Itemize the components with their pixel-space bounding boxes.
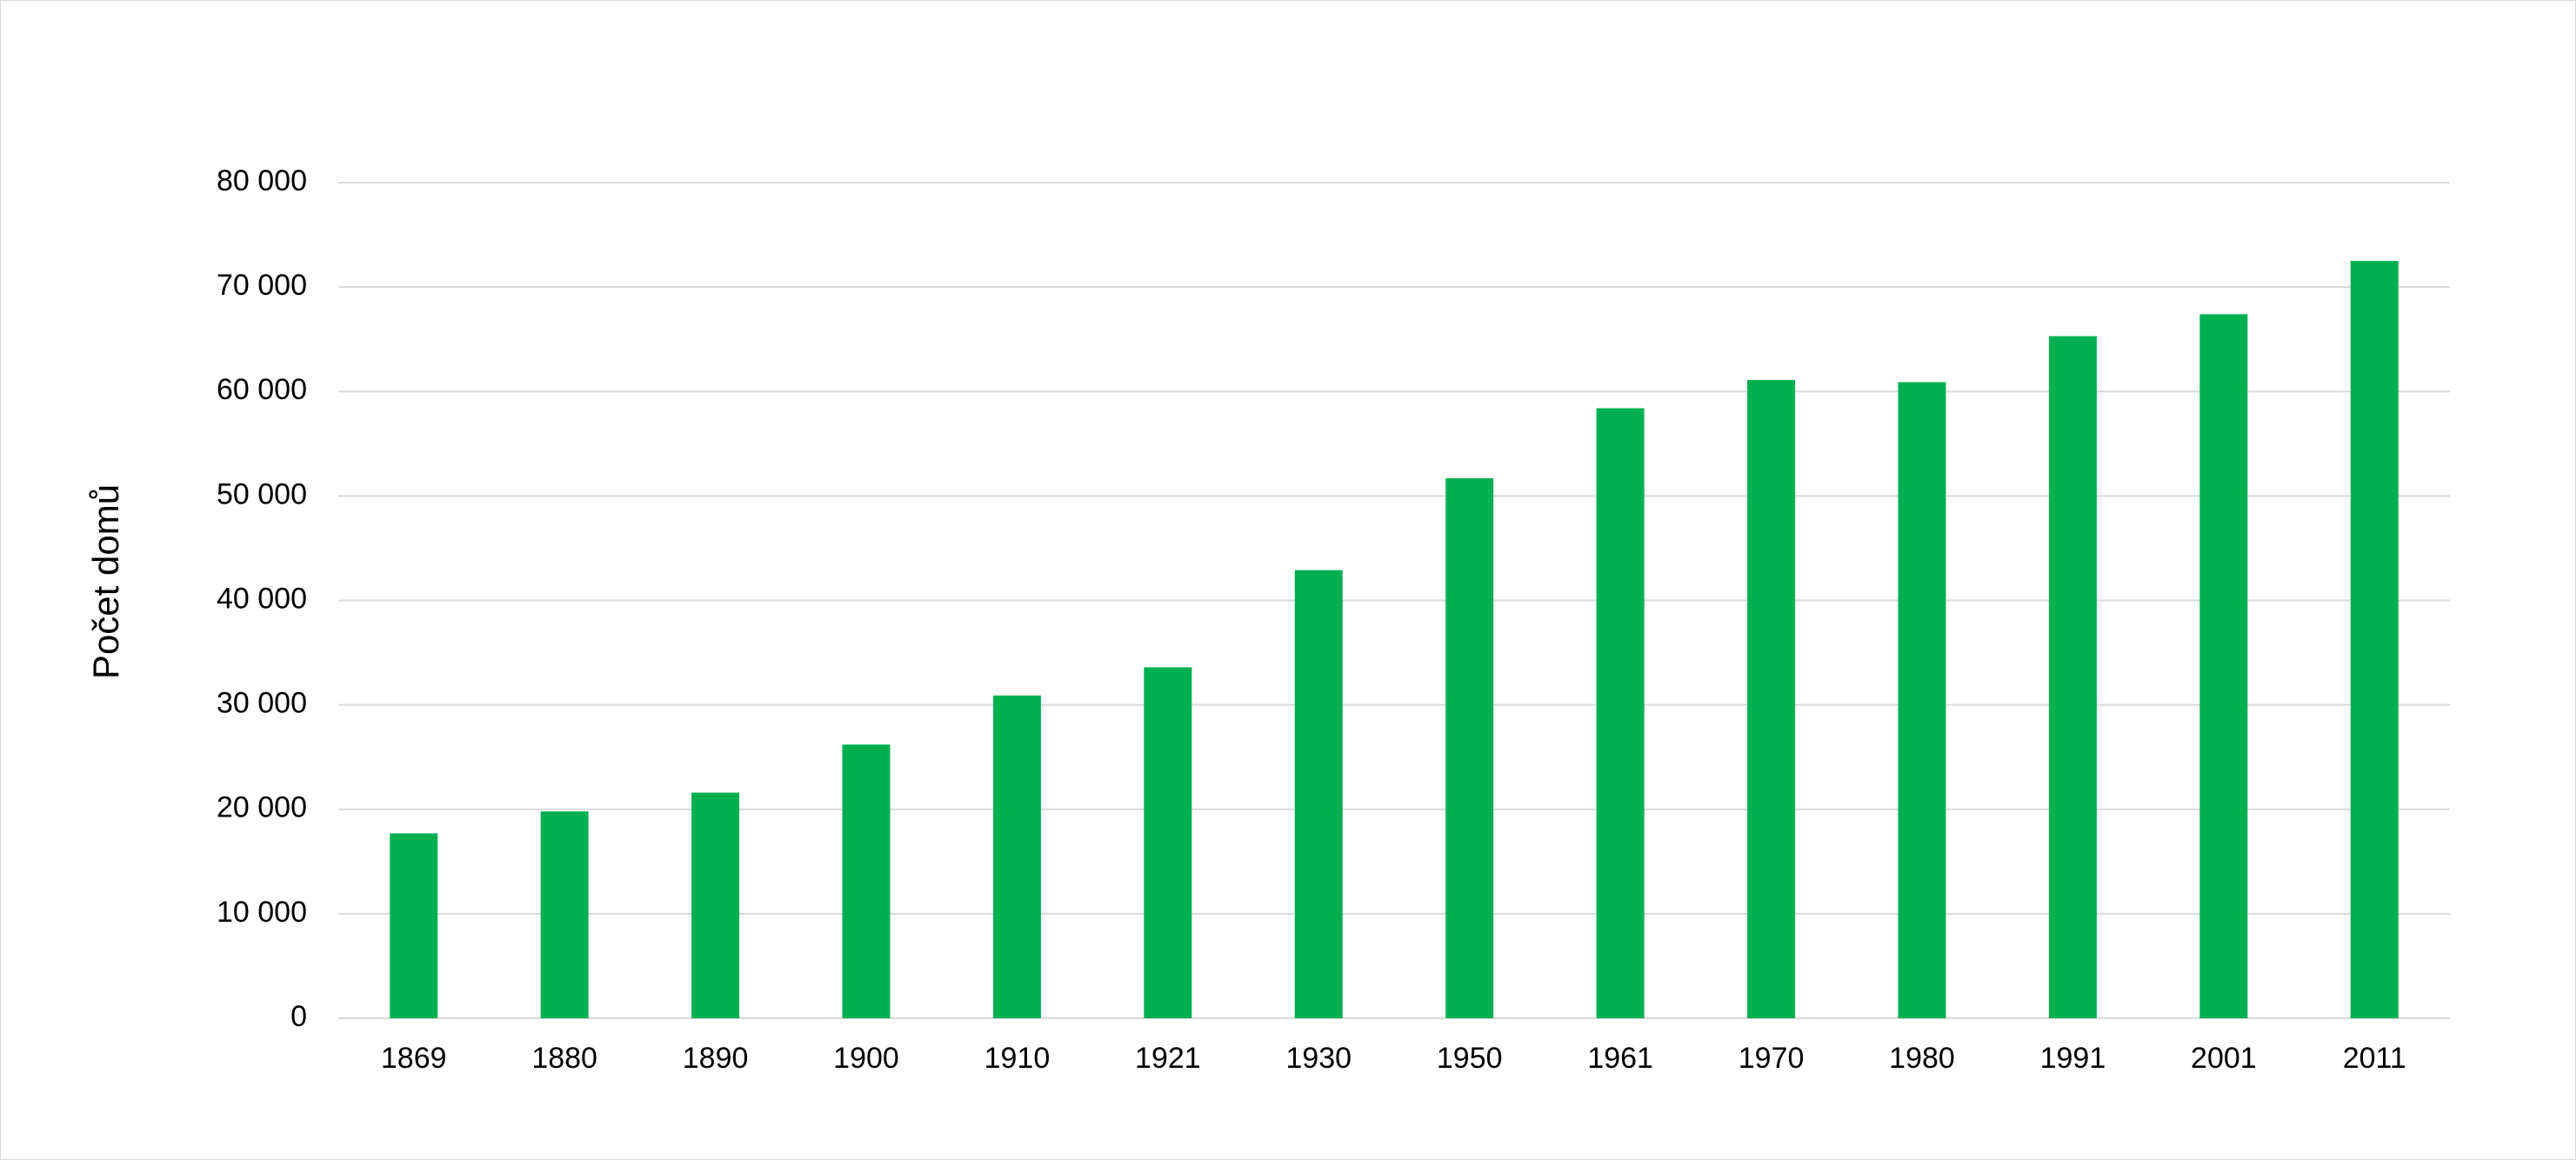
- y-tick-label: 80 000: [217, 164, 307, 197]
- x-tick-label: 1980: [1889, 1042, 1955, 1075]
- y-tick-label: 0: [290, 1000, 307, 1033]
- bar-1869: [390, 833, 438, 1018]
- x-axis-ticks: 1869 1880 1890 1900 1910 1921 1930 1950 1961 1970…: [381, 1042, 2406, 1075]
- x-tick-label: 1991: [2040, 1042, 2106, 1075]
- bar-1980: [1898, 382, 1946, 1019]
- bar-1961: [1596, 408, 1645, 1019]
- x-tick-label: 1880: [531, 1042, 597, 1075]
- x-tick-label: 1950: [1437, 1042, 1503, 1075]
- y-axis-ticks: 0 10 000 20 000 30 000 40 000 50 000 60 000 70 …: [217, 164, 307, 1033]
- bar-1921: [1144, 667, 1192, 1018]
- y-tick-label: 20 000: [217, 791, 307, 824]
- bar-1970: [1747, 380, 1796, 1018]
- x-tick-label: 1961: [1587, 1042, 1653, 1075]
- x-tick-label: 1921: [1135, 1042, 1201, 1075]
- bar-2001: [2199, 314, 2248, 1018]
- bar-1930: [1294, 570, 1343, 1018]
- x-tick-label: 1869: [381, 1042, 447, 1075]
- bar-1880: [540, 811, 589, 1018]
- y-tick-label: 70 000: [217, 269, 307, 302]
- y-tick-label: 40 000: [217, 582, 307, 615]
- y-tick-label: 30 000: [217, 687, 307, 720]
- x-tick-label: 2001: [2191, 1042, 2257, 1075]
- x-tick-label: 1930: [1285, 1042, 1351, 1075]
- x-tick-label: 1890: [683, 1042, 749, 1075]
- bar-1900: [842, 744, 891, 1018]
- bars: [390, 261, 2399, 1019]
- y-tick-label: 10 000: [217, 896, 307, 929]
- x-tick-label: 1970: [1738, 1042, 1805, 1075]
- y-tick-label: 60 000: [217, 373, 307, 406]
- bar-1910: [992, 695, 1041, 1018]
- bar-1950: [1445, 477, 1494, 1018]
- bar-1991: [2048, 336, 2097, 1018]
- x-tick-label: 2011: [2343, 1042, 2406, 1075]
- x-tick-label: 1900: [833, 1042, 899, 1075]
- bar-2011: [2350, 261, 2399, 1018]
- y-tick-label: 50 000: [217, 477, 307, 510]
- bar-1890: [691, 792, 740, 1018]
- gridlines: [338, 182, 2450, 1019]
- y-axis-title: Počet domů: [85, 484, 126, 679]
- x-tick-label: 1910: [984, 1042, 1051, 1075]
